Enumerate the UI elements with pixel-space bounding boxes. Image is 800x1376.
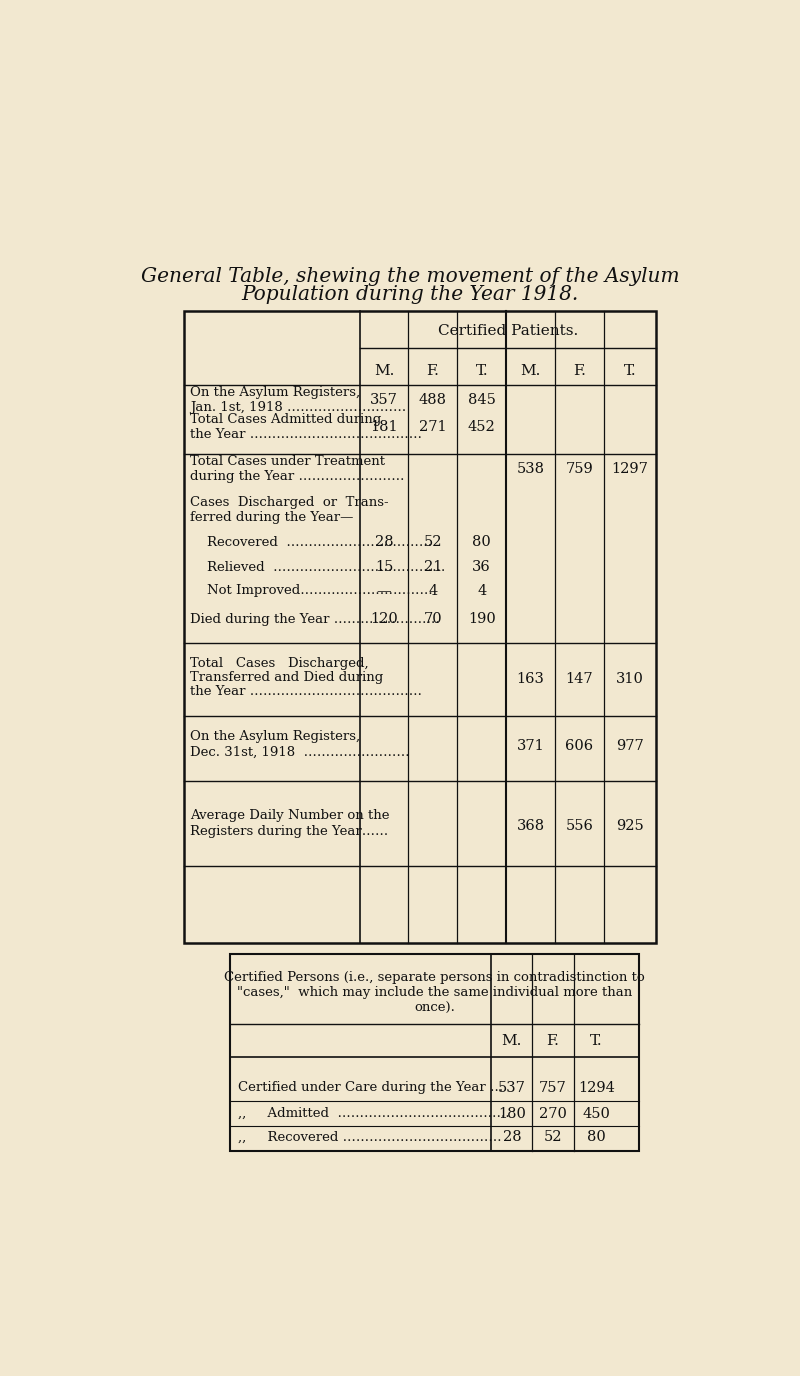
Text: 28: 28 xyxy=(502,1130,522,1143)
Text: 147: 147 xyxy=(566,673,593,687)
Text: Transferred and Died during: Transferred and Died during xyxy=(190,670,383,684)
Text: 452: 452 xyxy=(468,420,495,433)
Text: 80: 80 xyxy=(472,535,491,549)
Text: 310: 310 xyxy=(616,673,644,687)
Bar xyxy=(184,311,657,943)
Text: the Year …………………………………: the Year ………………………………… xyxy=(190,684,422,698)
Text: Total   Cases   Discharged,: Total Cases Discharged, xyxy=(190,656,369,670)
Text: Jan. 1st, 1918 ………………………: Jan. 1st, 1918 ……………………… xyxy=(190,402,406,414)
Text: F.: F. xyxy=(426,365,439,378)
Text: 190: 190 xyxy=(468,612,495,626)
Text: 15: 15 xyxy=(375,560,394,574)
Text: 28: 28 xyxy=(374,535,394,549)
Text: —: — xyxy=(377,583,391,599)
Text: General Table, shewing the movement of the Asylum: General Table, shewing the movement of t… xyxy=(141,267,679,286)
Text: 606: 606 xyxy=(566,739,594,754)
Text: T.: T. xyxy=(624,365,637,378)
Text: Recovered  ……………………………: Recovered …………………………… xyxy=(190,535,432,549)
Text: "cases,"  which may include the same individual more than: "cases," which may include the same indi… xyxy=(237,987,632,999)
Text: 271: 271 xyxy=(419,420,446,433)
Text: Cases  Discharged  or  Trans-: Cases Discharged or Trans- xyxy=(190,495,389,509)
Text: 977: 977 xyxy=(616,739,644,754)
Text: M.: M. xyxy=(374,365,394,378)
Text: 925: 925 xyxy=(616,819,644,832)
Text: 357: 357 xyxy=(370,394,398,407)
Text: On the Asylum Registers,: On the Asylum Registers, xyxy=(190,385,360,399)
Text: 757: 757 xyxy=(539,1080,567,1094)
Text: Average Daily Number on the: Average Daily Number on the xyxy=(190,809,390,823)
Text: 270: 270 xyxy=(539,1106,567,1121)
Text: 759: 759 xyxy=(566,462,594,476)
Text: 368: 368 xyxy=(517,819,545,832)
Text: during the Year ……………………: during the Year …………………… xyxy=(190,471,404,483)
Text: 488: 488 xyxy=(419,394,447,407)
Text: Registers during the Year……: Registers during the Year…… xyxy=(190,824,388,838)
Text: ferred during the Year—: ferred during the Year— xyxy=(190,512,354,524)
Text: T.: T. xyxy=(590,1035,602,1049)
Text: ,,     Admitted  …………………………………: ,, Admitted ………………………………… xyxy=(238,1108,510,1120)
Text: Certified under Care during the Year …: Certified under Care during the Year … xyxy=(238,1082,503,1094)
Text: the Year …………………………………: the Year ………………………………… xyxy=(190,428,422,442)
Text: 52: 52 xyxy=(424,535,442,549)
Text: T.: T. xyxy=(475,365,488,378)
Text: Certified Patients.: Certified Patients. xyxy=(438,323,578,337)
Text: Relieved  …………………………………: Relieved ………………………………… xyxy=(190,560,446,574)
Text: 371: 371 xyxy=(517,739,544,754)
Text: 120: 120 xyxy=(370,612,398,626)
Text: Population during the Year 1918.: Population during the Year 1918. xyxy=(242,285,578,304)
Text: 36: 36 xyxy=(472,560,491,574)
Text: 70: 70 xyxy=(423,612,442,626)
Text: Died during the Year ……………………: Died during the Year …………………… xyxy=(190,612,440,626)
Text: 556: 556 xyxy=(566,819,594,832)
Text: 80: 80 xyxy=(587,1130,606,1143)
Text: 538: 538 xyxy=(517,462,545,476)
Text: 180: 180 xyxy=(498,1106,526,1121)
Text: ,,     Recovered ………………………………: ,, Recovered ……………………………… xyxy=(238,1130,502,1143)
Text: 163: 163 xyxy=(517,673,545,687)
Text: 4: 4 xyxy=(477,583,486,599)
Text: 537: 537 xyxy=(498,1080,526,1094)
Bar xyxy=(230,955,638,1150)
Text: Total Cases under Treatment: Total Cases under Treatment xyxy=(190,455,385,468)
Text: 845: 845 xyxy=(468,394,496,407)
Text: Certified Persons (i.e., separate persons in contradistinction to: Certified Persons (i.e., separate person… xyxy=(224,971,645,984)
Text: 181: 181 xyxy=(370,420,398,433)
Text: 21: 21 xyxy=(424,560,442,574)
Text: 4: 4 xyxy=(428,583,438,599)
Text: Total Cases Admitted during: Total Cases Admitted during xyxy=(190,413,381,425)
Text: M.: M. xyxy=(502,1035,522,1049)
Text: 1294: 1294 xyxy=(578,1080,615,1094)
Text: M.: M. xyxy=(520,365,541,378)
Text: once).: once). xyxy=(414,1002,455,1014)
Text: F.: F. xyxy=(546,1035,559,1049)
Text: 1297: 1297 xyxy=(612,462,649,476)
Text: 52: 52 xyxy=(544,1130,562,1143)
Text: 450: 450 xyxy=(582,1106,610,1121)
Text: Dec. 31st, 1918  ……………………: Dec. 31st, 1918 …………………… xyxy=(190,746,410,758)
Text: Not Improved…………………………: Not Improved………………………… xyxy=(190,585,433,597)
Text: F.: F. xyxy=(573,365,586,378)
Text: On the Asylum Registers,: On the Asylum Registers, xyxy=(190,729,360,743)
